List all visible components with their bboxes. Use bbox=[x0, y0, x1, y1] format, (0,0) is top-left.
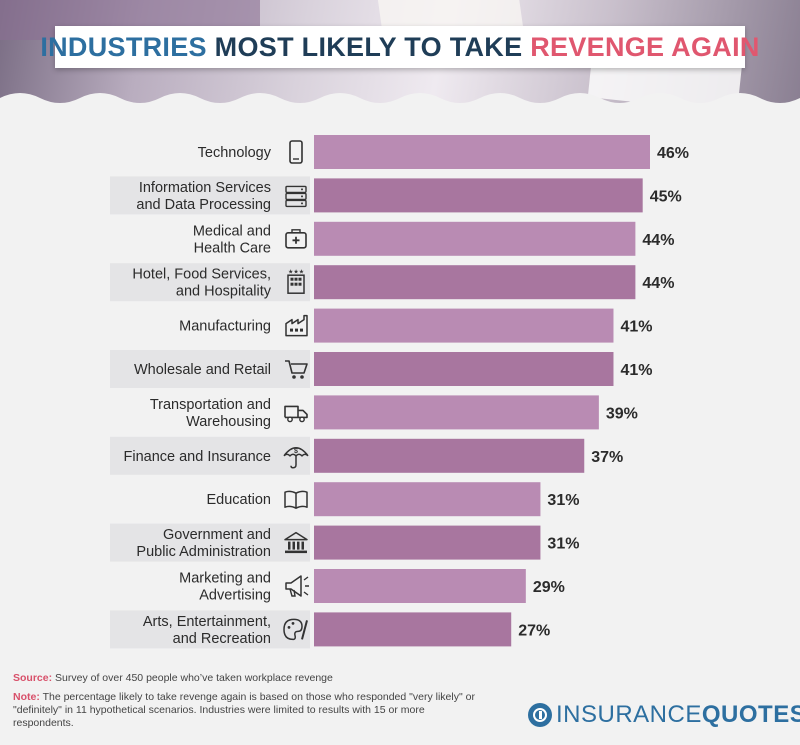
category-label: Technology bbox=[198, 145, 272, 161]
value-label: 39% bbox=[606, 405, 638, 422]
book-icon bbox=[284, 490, 308, 509]
title-part-3: REVENGE AGAIN bbox=[530, 31, 760, 62]
value-label: 31% bbox=[547, 536, 579, 553]
source-text: Survey of over 450 people who’ve taken w… bbox=[55, 672, 333, 684]
title-ribbon bbox=[55, 26, 745, 68]
bar bbox=[314, 438, 585, 473]
category-label: Hotel, Food Services, and Hospitality bbox=[132, 267, 271, 300]
bar bbox=[314, 352, 614, 386]
bar bbox=[314, 221, 636, 256]
value-label: 44% bbox=[642, 232, 674, 249]
umbrella-dollar-icon: $ bbox=[283, 447, 309, 469]
title-part-1: INDUSTRIES bbox=[40, 31, 207, 62]
page-title: INDUSTRIES MOST LIKELY TO TAKE REVENGE A… bbox=[40, 26, 759, 68]
hotel-icon: ★★★ bbox=[287, 269, 305, 294]
category-label: Manufacturing bbox=[179, 319, 271, 335]
category-label: Arts, Entertainment, and Recreation bbox=[143, 614, 271, 647]
government-building-icon bbox=[284, 531, 308, 554]
value-label: 37% bbox=[591, 449, 623, 466]
factory-icon bbox=[285, 314, 308, 337]
smartphone-icon bbox=[289, 140, 303, 164]
note-text: The percentage likely to take revenge ag… bbox=[13, 691, 475, 729]
bar bbox=[314, 178, 643, 213]
brand-word-2: QUOTES bbox=[701, 701, 800, 728]
bar bbox=[314, 612, 512, 647]
label-background bbox=[110, 176, 310, 215]
bar bbox=[314, 525, 541, 560]
art-palette-icon bbox=[283, 618, 308, 641]
category-label: Finance and Insurance bbox=[123, 449, 271, 465]
label-background bbox=[110, 436, 310, 475]
bar bbox=[314, 308, 614, 343]
megaphone-icon bbox=[285, 575, 309, 597]
category-label: Marketing and Advertising bbox=[179, 571, 271, 604]
label-background bbox=[110, 350, 310, 388]
category-label: Medical and Health Care bbox=[193, 223, 271, 256]
brand-word-1: INSURANCE bbox=[556, 701, 702, 728]
category-label: Wholesale and Retail bbox=[134, 362, 271, 378]
bar bbox=[314, 482, 541, 517]
bar bbox=[314, 265, 636, 300]
value-label: 41% bbox=[620, 362, 652, 379]
value-label: 41% bbox=[620, 319, 652, 336]
title-part-2: MOST LIKELY TO TAKE bbox=[214, 31, 523, 62]
label-background bbox=[110, 263, 310, 302]
brand-logo-icon bbox=[528, 703, 552, 727]
category-label: Education bbox=[207, 492, 272, 508]
note-label: Note: bbox=[13, 691, 40, 703]
category-label: Government and Public Administration bbox=[136, 527, 271, 560]
shopping-cart-icon bbox=[285, 360, 308, 379]
footer-notes: Source: Survey of over 450 people who’ve… bbox=[13, 672, 483, 730]
label-background bbox=[110, 610, 310, 649]
value-label: 46% bbox=[657, 145, 689, 162]
note-line: Note: The percentage likely to take reve… bbox=[13, 691, 483, 730]
medical-kit-icon bbox=[285, 229, 307, 249]
value-label: 29% bbox=[533, 579, 565, 596]
bar bbox=[314, 135, 650, 169]
source-label: Source: bbox=[13, 672, 53, 684]
value-label: 27% bbox=[518, 622, 550, 639]
server-icon bbox=[285, 185, 307, 208]
header-banner bbox=[0, 0, 800, 104]
bar-chart: Technology 46% Information Services and Dat… bbox=[110, 135, 689, 649]
bar bbox=[314, 569, 526, 603]
category-label: Transportation and Warehousing bbox=[150, 397, 271, 430]
bar bbox=[314, 395, 599, 430]
value-label: 45% bbox=[650, 188, 682, 205]
brand-logo: INSURANCE QUOTES bbox=[528, 701, 800, 729]
value-label: 44% bbox=[642, 275, 674, 292]
value-label: 31% bbox=[547, 492, 579, 509]
source-line: Source: Survey of over 450 people who’ve… bbox=[13, 672, 483, 685]
label-background bbox=[110, 523, 310, 562]
svg-text:$: $ bbox=[294, 448, 298, 455]
svg-text:★★★: ★★★ bbox=[288, 269, 304, 276]
truck-icon bbox=[284, 405, 308, 423]
category-label: Information Services and Data Processing bbox=[136, 180, 271, 213]
header-wave-edge bbox=[0, 93, 800, 104]
